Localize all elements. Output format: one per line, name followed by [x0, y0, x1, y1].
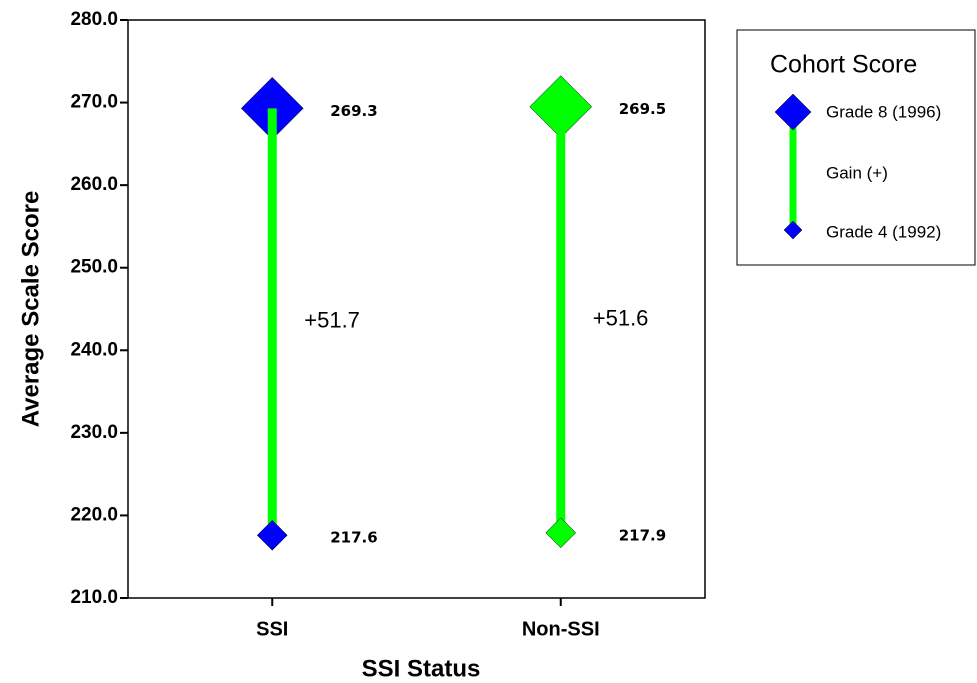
- legend-marker: [774, 93, 812, 131]
- y-axis-title: Average Scale Score: [17, 191, 44, 428]
- legend-box: [736, 29, 976, 266]
- legend-label: Gain (+): [826, 163, 888, 182]
- y-tick-label: 260.0: [70, 174, 118, 195]
- legend-marker: [783, 220, 803, 240]
- grade4-marker: [256, 519, 288, 551]
- gain-label: +51.6: [593, 306, 649, 331]
- data-label: 217.9: [619, 526, 666, 544]
- x-tick-label: SSI: [256, 618, 288, 640]
- legend-title: Cohort Score: [770, 51, 917, 79]
- y-tick-label: 210.0: [70, 587, 118, 608]
- grade4-marker: [545, 517, 577, 549]
- legend-label: Grade 4 (1992): [826, 222, 941, 241]
- plot-frame: [127, 19, 706, 599]
- data-label: 217.6: [330, 529, 377, 547]
- y-tick-label: 220.0: [70, 504, 118, 525]
- x-axis-title: SSI Status: [362, 655, 481, 682]
- y-tick-label: 250.0: [70, 257, 118, 278]
- y-tick-label: 240.0: [70, 339, 118, 360]
- data-label: 269.5: [619, 100, 666, 118]
- data-label: 269.3: [330, 102, 377, 120]
- gain-label: +51.7: [304, 308, 360, 333]
- legend-label: Grade 8 (1996): [826, 102, 941, 121]
- y-tick-label: 270.0: [70, 92, 118, 113]
- y-tick-label: 230.0: [70, 422, 118, 443]
- x-tick-label: Non-SSI: [522, 618, 600, 640]
- y-tick-label: 280.0: [70, 9, 118, 30]
